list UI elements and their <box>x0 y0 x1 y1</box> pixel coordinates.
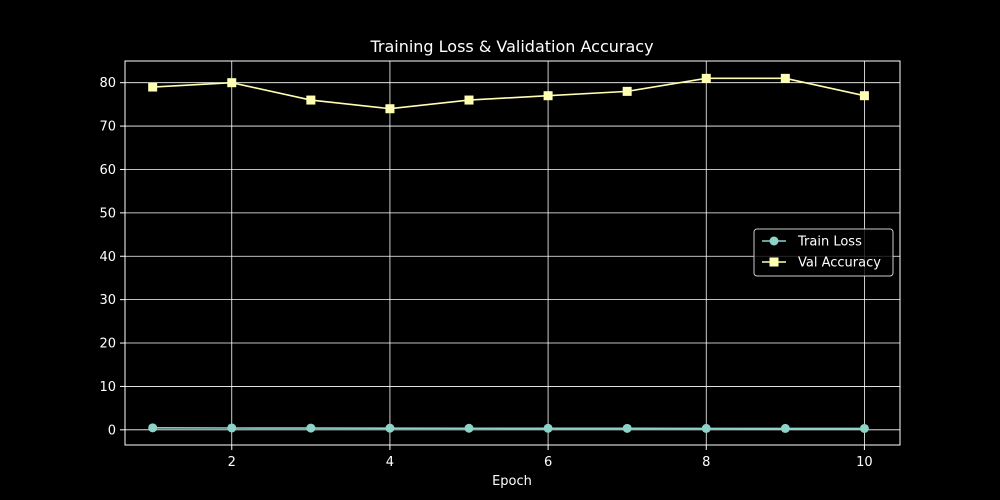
legend-entry: Train Loss <box>762 235 862 250</box>
data-point <box>464 423 474 433</box>
data-point <box>385 423 395 433</box>
x-tick-label: 8 <box>702 455 710 470</box>
series-val-accuracy <box>148 73 869 114</box>
y-tick-label: 80 <box>99 76 116 91</box>
data-point <box>859 91 869 101</box>
legend-label: Train Loss <box>797 235 862 250</box>
y-tick-label: 30 <box>99 293 116 308</box>
series-line <box>152 427 865 430</box>
legend-entry: Val Accuracy <box>762 256 881 271</box>
y-tick-label: 40 <box>99 250 116 265</box>
series <box>148 73 869 433</box>
legend-box <box>753 228 894 277</box>
y-tick-label: 50 <box>99 206 116 221</box>
data-point <box>227 78 237 88</box>
y-tick-label: 70 <box>99 120 116 135</box>
chart-title: Training Loss & Validation Accuracy <box>369 37 653 56</box>
data-point <box>859 423 869 433</box>
y-tick-label: 10 <box>99 380 116 395</box>
legend-marker <box>769 236 779 246</box>
data-point <box>385 104 395 114</box>
y-tick-label: 60 <box>99 163 116 178</box>
data-point <box>148 423 158 433</box>
y-tick-label: 20 <box>99 337 116 352</box>
legend-marker <box>769 257 779 267</box>
data-point <box>148 82 158 92</box>
data-point <box>227 423 237 433</box>
data-point <box>622 86 632 96</box>
x-tick-label: 6 <box>544 455 552 470</box>
data-point <box>543 91 553 101</box>
legend-label: Val Accuracy <box>798 256 881 271</box>
data-point <box>543 423 553 433</box>
data-point <box>780 423 790 433</box>
series-line <box>152 77 865 110</box>
data-point <box>306 95 316 105</box>
axes: 2 4 6 8 10 0 10 20 30 40 50 60 70 80 <box>99 60 901 470</box>
x-axis-title: Epoch <box>492 474 532 489</box>
plot-frame <box>124 60 901 446</box>
x-tick-label: 2 <box>228 455 236 470</box>
y-tick-label: 0 <box>108 423 116 438</box>
data-point <box>780 73 790 83</box>
data-point <box>464 95 474 105</box>
series-train-loss <box>148 423 869 433</box>
x-tick-label: 4 <box>386 455 394 470</box>
legend: Train Loss Val Accuracy <box>753 228 894 277</box>
data-point <box>622 423 632 433</box>
x-tick-label: 10 <box>856 455 873 470</box>
data-point <box>701 73 711 83</box>
data-point <box>701 423 711 433</box>
data-point <box>306 423 316 433</box>
